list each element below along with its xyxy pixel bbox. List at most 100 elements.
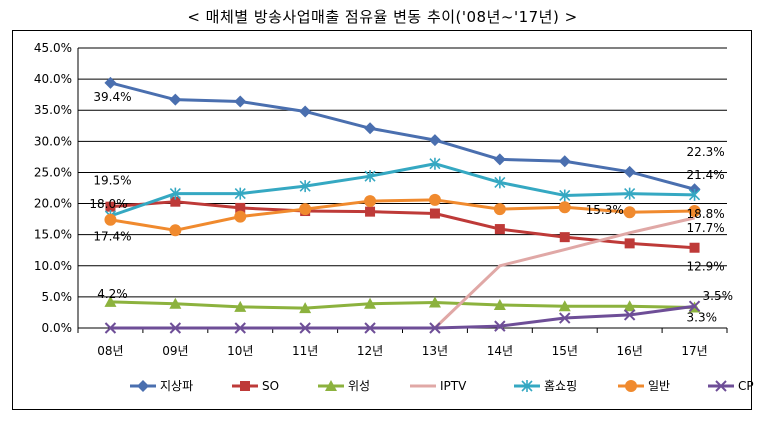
chart-frame — [12, 30, 752, 410]
data-point-CP — [299, 322, 311, 334]
data-label: 18.8% — [687, 207, 725, 221]
data-point-위성 — [234, 300, 247, 312]
data-point-홈쇼핑 — [624, 187, 636, 200]
data-point-일반 — [364, 195, 377, 208]
y-tick-label: 15.0% — [34, 228, 72, 242]
x-tick-label: 08년 — [97, 344, 123, 358]
series-line-지상파 — [110, 81, 695, 191]
data-point-CP — [688, 300, 701, 312]
data-point-SO — [689, 242, 700, 253]
data-point-홈쇼핑 — [429, 157, 441, 170]
data-point-SO — [494, 224, 505, 235]
data-label: 3.5% — [703, 289, 734, 303]
x-tick-label: 17년 — [681, 344, 707, 358]
data-point-SO — [429, 208, 440, 219]
y-tick-label: 20.0% — [34, 197, 72, 211]
data-point-지상파 — [299, 105, 312, 118]
data-point-홈쇼핑 — [364, 170, 376, 183]
data-point-지상파 — [234, 95, 247, 108]
data-label: 15.3% — [586, 203, 624, 217]
x-tick-label: 10년 — [227, 344, 253, 358]
data-point-일반 — [558, 201, 571, 214]
x-tick-label: 13년 — [422, 344, 448, 358]
data-point-홈쇼핑 — [494, 176, 506, 189]
data-point-위성 — [493, 298, 506, 310]
data-point-홈쇼핑 — [169, 187, 181, 200]
legend-marker — [137, 380, 149, 392]
data-point-일반 — [104, 213, 117, 226]
data-point-위성 — [169, 297, 182, 309]
data-label: 4.2% — [97, 287, 128, 301]
legend-marker — [715, 380, 727, 392]
data-label: 18.0% — [89, 197, 127, 211]
data-point-CP — [364, 322, 376, 334]
data-point-홈쇼핑 — [688, 188, 701, 201]
y-tick-label: 35.0% — [34, 103, 72, 117]
data-point-홈쇼핑 — [559, 189, 571, 202]
x-tick-label: 11년 — [292, 344, 318, 358]
series-line-위성 — [110, 300, 695, 310]
legend-marker — [240, 381, 250, 391]
data-point-지상파 — [169, 93, 182, 106]
y-tick-label: 10.0% — [34, 259, 72, 273]
data-point-SO — [624, 238, 635, 249]
data-point-일반 — [623, 206, 636, 219]
legend-marker — [325, 380, 337, 391]
data-point-지상파 — [104, 76, 117, 89]
data-point-위성 — [558, 300, 571, 312]
legend-label: 일반 — [648, 379, 670, 393]
series-line-홈쇼핑 — [109, 162, 695, 218]
data-point-CP — [494, 320, 506, 332]
x-tick-label: 16년 — [616, 344, 642, 358]
legend-label: IPTV — [440, 379, 467, 393]
series-line-CP — [110, 304, 695, 330]
data-point-SO — [105, 201, 116, 212]
data-point-지상파 — [558, 155, 571, 168]
data-point-CP — [623, 309, 636, 321]
legend-marker — [625, 380, 637, 392]
data-point-지상파 — [493, 153, 506, 166]
data-point-지상파 — [364, 122, 377, 135]
data-point-위성 — [104, 295, 117, 307]
data-label: 19.5% — [93, 174, 131, 188]
data-point-위성 — [623, 300, 636, 312]
y-tick-label: 45.0% — [34, 41, 72, 55]
data-point-CP — [169, 322, 182, 334]
data-point-일반 — [169, 224, 182, 237]
series-line-일반 — [110, 198, 695, 232]
x-tick-label: 14년 — [487, 344, 513, 358]
legend-label: 홈쇼핑 — [544, 379, 577, 393]
data-point-SO — [170, 196, 181, 207]
data-point-SO — [559, 232, 570, 243]
data-point-CP — [559, 312, 571, 324]
data-label: 17.4% — [93, 230, 131, 244]
data-label: 3.3% — [687, 310, 718, 324]
data-point-CP — [429, 322, 441, 334]
data-point-CP — [234, 322, 246, 334]
data-point-지상파 — [428, 134, 441, 147]
chart-title: < 매체별 방송사업매출 점유율 변동 추이('08년~'17년) > — [187, 8, 578, 26]
data-point-일반 — [493, 203, 506, 216]
data-point-홈쇼핑 — [234, 187, 246, 200]
data-point-위성 — [299, 302, 312, 314]
data-point-위성 — [428, 296, 441, 308]
legend-marker — [521, 380, 533, 392]
data-label: 12.9% — [687, 260, 725, 274]
x-tick-label: 12년 — [357, 344, 383, 358]
data-label: 17.7% — [687, 221, 725, 235]
data-label: 39.4% — [93, 90, 131, 104]
data-point-SO — [235, 202, 246, 213]
data-point-위성 — [364, 297, 377, 309]
legend-label: SO — [262, 379, 279, 393]
data-point-홈쇼핑 — [299, 180, 311, 193]
y-tick-label: 0.0% — [42, 321, 73, 335]
data-label: 22.3% — [687, 145, 725, 159]
data-point-일반 — [234, 210, 247, 223]
x-tick-label: 09년 — [162, 344, 188, 358]
data-point-CP — [104, 322, 117, 334]
data-point-SO — [365, 206, 376, 217]
y-tick-label: 40.0% — [34, 72, 72, 86]
data-point-일반 — [428, 193, 441, 206]
y-tick-label: 30.0% — [34, 134, 72, 148]
